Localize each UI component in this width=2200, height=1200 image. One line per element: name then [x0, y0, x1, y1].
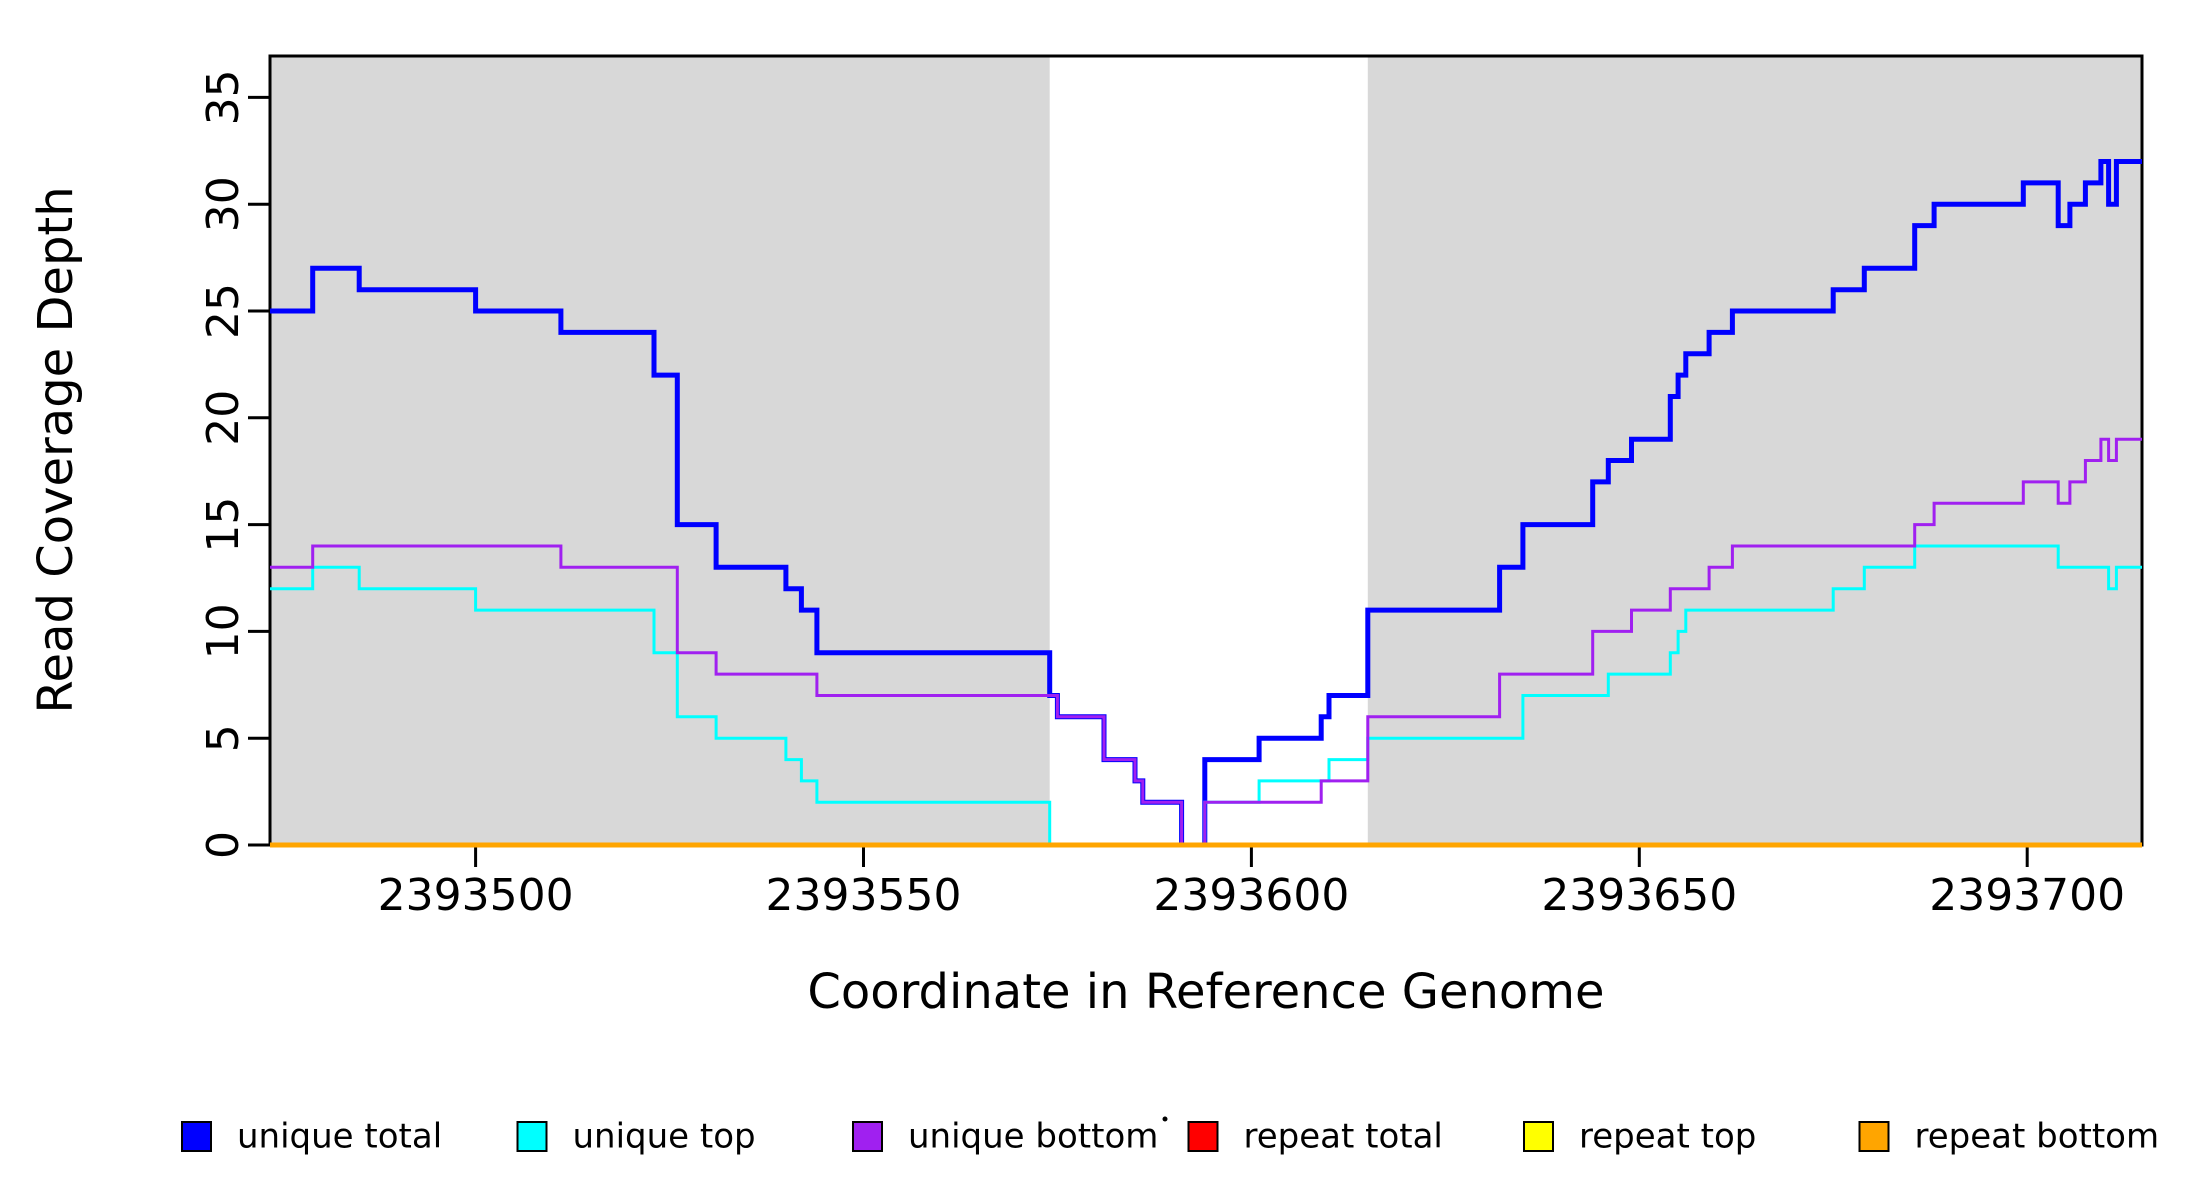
legend-swatch-repeat-bottom	[1858, 1121, 1890, 1152]
legend-label-repeat-top: repeat top	[1579, 1117, 1756, 1157]
legend-label-unique-bottom: unique bottom	[908, 1117, 1158, 1157]
y-tick-label: 20	[198, 390, 249, 446]
x-tick-label: 2393700	[1929, 870, 2125, 921]
legend-label-unique-top: unique top	[573, 1117, 756, 1157]
y-tick-label: 10	[198, 603, 249, 659]
series-unique-bottom	[270, 437, 2142, 847]
y-tick-label: 0	[198, 831, 249, 859]
legend-swatch-unique-bottom	[852, 1121, 883, 1152]
series-layer	[270, 159, 2142, 848]
x-tick-label: 2393600	[1153, 870, 1349, 921]
legend-label-repeat-bottom: repeat bottom	[1915, 1117, 2160, 1157]
legend-swatch-repeat-top	[1523, 1121, 1554, 1152]
series-unique-top	[270, 544, 2142, 847]
legend: unique total unique top unique bottom repea…	[181, 1116, 2160, 1157]
y-tick-label: 30	[198, 176, 249, 232]
x-axis-title: Coordinate in Reference Genome	[807, 964, 1604, 1020]
series-unique-total	[270, 159, 2142, 848]
stray-dot	[1162, 1116, 1168, 1122]
left-shaded-region	[270, 56, 1050, 845]
right-shaded-region	[1367, 56, 2142, 845]
legend-swatch-repeat-total	[1187, 1121, 1219, 1152]
legend-label-repeat-total: repeat total	[1244, 1117, 1443, 1157]
legend-swatch-unique-top	[516, 1121, 548, 1152]
y-tick-label: 35	[198, 69, 249, 125]
x-tick-label: 2393550	[766, 870, 962, 921]
y-tick-label: 15	[198, 497, 249, 553]
axes-layer: 2393500 2393550 2393600 2393650 2393700 0 5 10 1…	[198, 54, 2144, 921]
x-tick-label: 2393650	[1541, 870, 1737, 921]
y-tick-label: 5	[198, 724, 249, 752]
x-tick-label: 2393500	[378, 870, 574, 921]
legend-swatch-unique-total	[181, 1121, 212, 1152]
shaded-regions-layer	[270, 56, 2142, 845]
y-tick-label: 25	[198, 283, 249, 339]
y-axis-title: Read Coverage Depth	[28, 186, 84, 713]
legend-label-unique-total: unique total	[237, 1117, 442, 1157]
